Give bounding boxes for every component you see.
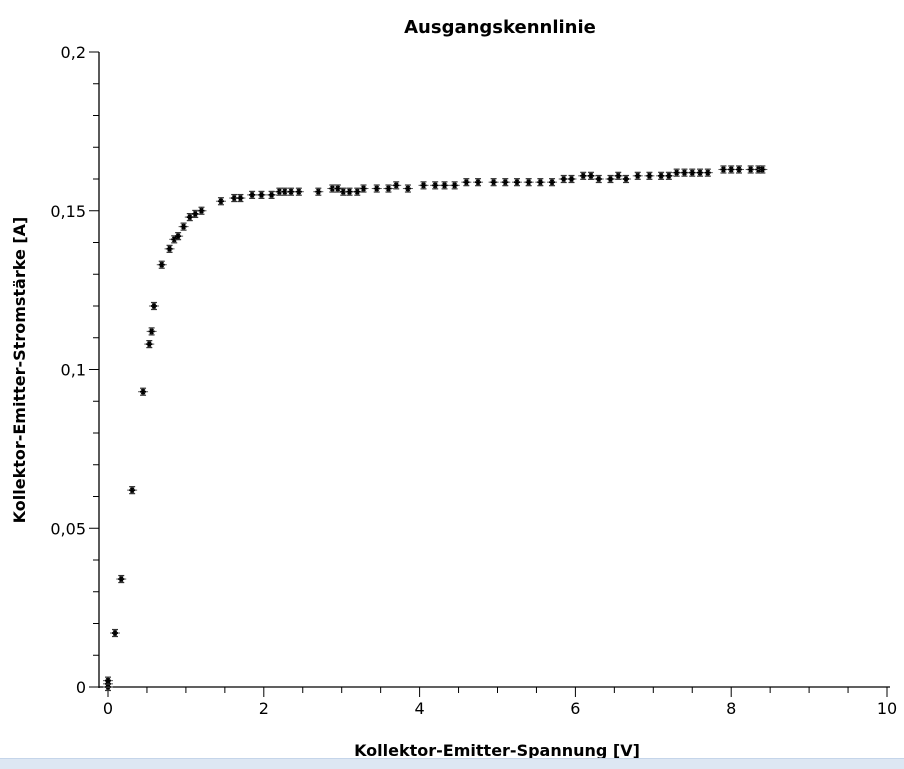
data-point xyxy=(110,628,121,638)
data-point xyxy=(164,244,175,253)
data-point xyxy=(196,206,207,215)
data-point xyxy=(695,168,706,177)
x-tick-label: 2 xyxy=(259,699,269,718)
data-point xyxy=(371,184,382,193)
data-point xyxy=(418,181,429,190)
data-point xyxy=(687,168,698,177)
data-point xyxy=(511,178,522,187)
data-point xyxy=(247,190,258,199)
data-point xyxy=(266,190,277,199)
data-point xyxy=(173,232,184,241)
data-point xyxy=(313,187,324,196)
axes: 0 2 4 6 8 10 0 0,05 0,1 0,15 0,2 xyxy=(50,43,897,718)
data-point xyxy=(461,178,472,187)
data-point xyxy=(156,260,167,269)
data-point xyxy=(256,190,267,199)
data-point xyxy=(332,184,343,193)
data-point xyxy=(745,165,756,174)
data-point xyxy=(439,181,450,190)
data-point xyxy=(146,327,157,336)
data-point xyxy=(679,168,690,177)
data-point xyxy=(585,171,596,180)
y-tick-label: 0 xyxy=(76,678,86,697)
data-point xyxy=(430,181,441,190)
data-point xyxy=(402,184,413,193)
data-point xyxy=(235,193,246,203)
y-tick-label: 0,1 xyxy=(61,361,86,380)
data-point xyxy=(613,171,624,180)
data-point xyxy=(593,174,604,184)
data-point xyxy=(473,178,484,187)
x-tick-label: 4 xyxy=(415,699,425,718)
data-point xyxy=(523,178,534,187)
data-point xyxy=(671,168,682,177)
data-point xyxy=(279,187,290,196)
data-point xyxy=(116,574,127,584)
data-point xyxy=(500,178,511,187)
data-point xyxy=(757,165,768,174)
data-points xyxy=(103,165,768,692)
data-point xyxy=(547,178,558,187)
data-point xyxy=(391,181,402,190)
y-tick-label: 0,05 xyxy=(50,519,86,538)
data-point xyxy=(449,181,460,190)
data-point xyxy=(488,178,499,187)
data-point xyxy=(358,184,369,193)
data-point xyxy=(138,387,149,396)
data-point xyxy=(344,187,355,196)
x-axis-label: Kollektor-Emitter-Spannung [V] xyxy=(354,741,640,760)
y-tick-label: 0,15 xyxy=(50,202,86,221)
bottom-strip xyxy=(0,758,904,769)
data-point xyxy=(127,486,138,495)
data-point xyxy=(605,174,616,184)
y-tick-label: 0,2 xyxy=(61,43,86,62)
data-point xyxy=(733,165,744,174)
data-point xyxy=(148,301,159,311)
x-tick-label: 6 xyxy=(570,699,580,718)
data-point xyxy=(293,187,304,196)
data-point xyxy=(632,171,643,180)
data-point xyxy=(621,174,632,184)
data-point xyxy=(103,676,113,685)
data-point xyxy=(178,222,189,231)
data-point xyxy=(726,165,737,174)
data-point xyxy=(663,171,674,180)
x-tick-label: 10 xyxy=(877,699,897,718)
data-point xyxy=(215,197,226,206)
data-point xyxy=(383,184,394,193)
chart-title: Ausgangskennlinie xyxy=(404,17,596,38)
data-point xyxy=(656,171,667,180)
data-point xyxy=(644,171,655,180)
data-point xyxy=(702,168,713,177)
data-point xyxy=(558,174,569,184)
data-point xyxy=(566,174,577,184)
data-point xyxy=(535,178,546,187)
data-point xyxy=(144,340,155,349)
x-tick-label: 0 xyxy=(103,699,113,718)
x-tick-label: 8 xyxy=(726,699,736,718)
y-axis-label: Kollektor-Emitter-Stromstärke [A] xyxy=(10,217,29,524)
